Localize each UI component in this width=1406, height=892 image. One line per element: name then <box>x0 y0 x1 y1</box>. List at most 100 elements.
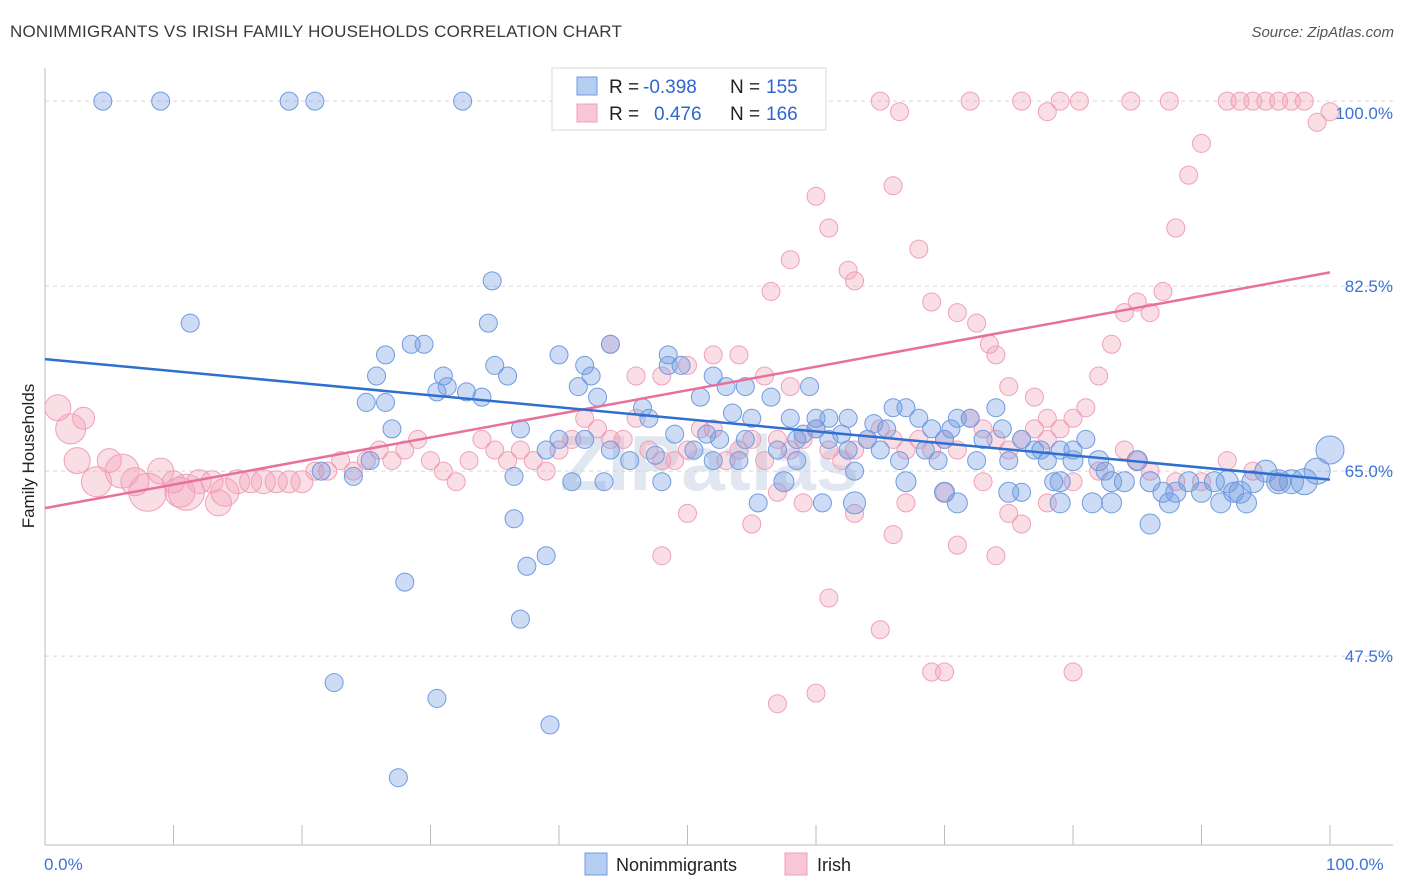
legend-n-value-2: 166 <box>766 104 798 125</box>
nonimmigrant-point-20 <box>376 392 396 412</box>
irish-point-85 <box>1102 334 1122 354</box>
nonimmigrant-point-34 <box>478 313 498 333</box>
irish-trend-line <box>44 271 1331 510</box>
nonimmigrant-point-50 <box>735 377 755 397</box>
nonimmigrant-point-10 <box>517 556 537 576</box>
irish-point-107 <box>1050 91 1070 111</box>
nonimmigrant-point-57 <box>549 429 569 449</box>
irish-point-19 <box>250 469 276 495</box>
irish-point-146 <box>999 503 1019 523</box>
nonimmigrant-point-59 <box>652 472 672 492</box>
nonimmigrant-point-147 <box>960 408 980 428</box>
irish-point-104 <box>960 91 980 111</box>
nonimmigrant-point-125 <box>895 471 917 493</box>
irish-point-111 <box>883 176 903 196</box>
irish-point-128 <box>947 535 967 555</box>
irish-point-109 <box>1121 91 1141 111</box>
nonimmigrant-point-15 <box>311 461 331 481</box>
irish-point-113 <box>819 218 839 238</box>
nonimmigrant-point-4 <box>453 91 473 111</box>
irish-point-99 <box>1294 91 1314 111</box>
nonimmigrant-point-1 <box>151 91 171 111</box>
irish-point-103 <box>870 91 890 111</box>
irish-point-57 <box>742 429 762 449</box>
irish-point-119 <box>922 292 942 312</box>
nonimmigrant-point-28 <box>437 377 457 397</box>
nonimmigrant-point-113 <box>1315 435 1345 465</box>
nonimmigrant-point-40 <box>581 366 601 386</box>
irish-point-156 <box>1217 451 1237 471</box>
irish-point-64 <box>832 451 852 471</box>
nonimmigrant-point-146 <box>928 451 948 471</box>
nonimmigrant-point-5 <box>180 313 200 333</box>
nonimmigrant-point-79 <box>941 419 961 439</box>
irish-point-65 <box>845 440 865 460</box>
bottom-legend-label-nonimmigrants: Nonimmigrants <box>616 855 737 875</box>
nonimmigrant-point-127 <box>773 471 795 493</box>
irish-point-123 <box>986 345 1006 365</box>
nonimmigrant-point-84 <box>973 429 993 449</box>
nonimmigrant-point-134 <box>806 408 826 428</box>
irish-point-108 <box>1069 91 1089 111</box>
nonimmigrant-point-16 <box>343 466 363 486</box>
nonimmigrant-point-9 <box>388 768 408 788</box>
nonimmigrant-point-41 <box>588 387 608 407</box>
irish-point-125 <box>1024 387 1044 407</box>
nonimmigrant-point-18 <box>360 451 380 471</box>
nonimmigrant-point-31 <box>498 366 518 386</box>
y-tick-label-1: 65.0% <box>1345 462 1393 481</box>
irish-point-52 <box>678 440 697 460</box>
nonimmigrant-point-3 <box>305 91 325 111</box>
bottom-legend-swatch-nonimmigrants <box>584 852 608 876</box>
irish-point-26 <box>343 461 363 481</box>
irish-point-118 <box>909 239 929 259</box>
stats-legend-box <box>551 67 827 131</box>
nonimmigrant-point-44 <box>639 408 659 428</box>
irish-point-147 <box>1012 514 1032 534</box>
nonimmigrant-point-38 <box>568 377 588 397</box>
nonimmigrant-point-81 <box>967 451 987 471</box>
nonimmigrant-point-92 <box>1012 482 1032 502</box>
irish-point-102 <box>890 102 910 122</box>
bottom-legend-label-irish: Irish <box>817 855 851 875</box>
irish-point-140 <box>767 482 787 502</box>
nonimmigrant-point-72 <box>870 440 890 460</box>
irish-point-24 <box>318 461 338 481</box>
nonimmigrant-point-104 <box>1203 471 1225 493</box>
nonimmigrant-point-93 <box>1049 471 1071 493</box>
irish-point-51 <box>665 451 685 471</box>
nonimmigrant-point-124 <box>934 481 955 503</box>
nonimmigrant-point-131 <box>665 424 685 444</box>
irish-point-2 <box>72 406 96 430</box>
irish-point-106 <box>1037 102 1057 122</box>
irish-point-35 <box>459 451 479 471</box>
nonimmigrant-point-118 <box>1139 513 1161 535</box>
nonimmigrant-point-132 <box>645 445 665 465</box>
irish-point-138 <box>678 503 697 523</box>
irish-point-41 <box>536 461 556 481</box>
nonimmigrant-point-8 <box>427 688 447 708</box>
nonimmigrant-point-45 <box>658 345 678 365</box>
irish-point-34 <box>446 472 466 492</box>
x-tick-label-max: 100.0% <box>1326 855 1384 874</box>
chart-title: NONIMMIGRANTS VS IRISH FAMILY HOUSEHOLDS… <box>10 22 623 41</box>
nonimmigrant-point-96 <box>1101 471 1123 493</box>
irish-point-32 <box>421 451 440 471</box>
irish-point-91 <box>1179 165 1199 185</box>
nonimmigrant-point-126 <box>843 491 867 515</box>
nonimmigrant-point-69 <box>838 408 858 428</box>
irish-point-129 <box>986 546 1006 566</box>
irish-point-83 <box>1076 398 1096 418</box>
irish-point-121 <box>967 313 987 333</box>
irish-point-90 <box>1166 218 1186 238</box>
nonimmigrant-point-32 <box>456 382 476 402</box>
irish-point-131 <box>870 620 890 640</box>
y-tick-label-2: 82.5% <box>1345 277 1393 296</box>
irish-point-145 <box>973 472 993 492</box>
nonimmigrant-point-130 <box>748 493 768 513</box>
nonimmigrant-point-61 <box>710 429 730 449</box>
irish-point-92 <box>1192 133 1211 153</box>
irish-point-126 <box>1037 408 1057 428</box>
nonimmigrant-point-85 <box>1012 429 1032 449</box>
legend-r-label-2: R = <box>609 104 639 125</box>
